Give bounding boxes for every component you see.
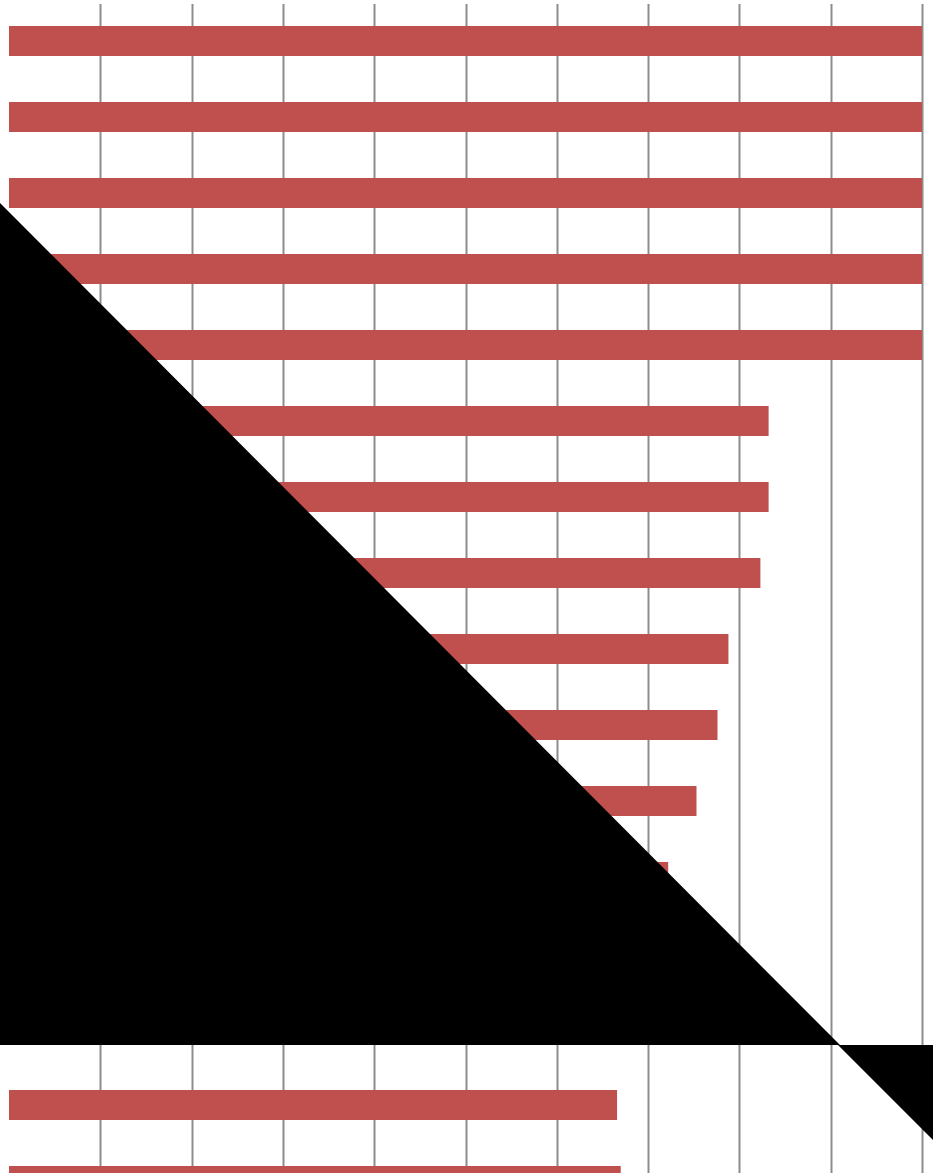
bar <box>9 1090 618 1120</box>
black-overlay <box>0 203 933 1140</box>
bar <box>9 254 922 284</box>
bar <box>9 178 922 208</box>
overlay-triangle <box>0 203 840 1045</box>
bar <box>9 1166 621 1173</box>
overlay-corner-wedge <box>838 1045 933 1140</box>
bar <box>9 330 922 360</box>
bar <box>9 102 922 132</box>
bar <box>9 26 922 56</box>
